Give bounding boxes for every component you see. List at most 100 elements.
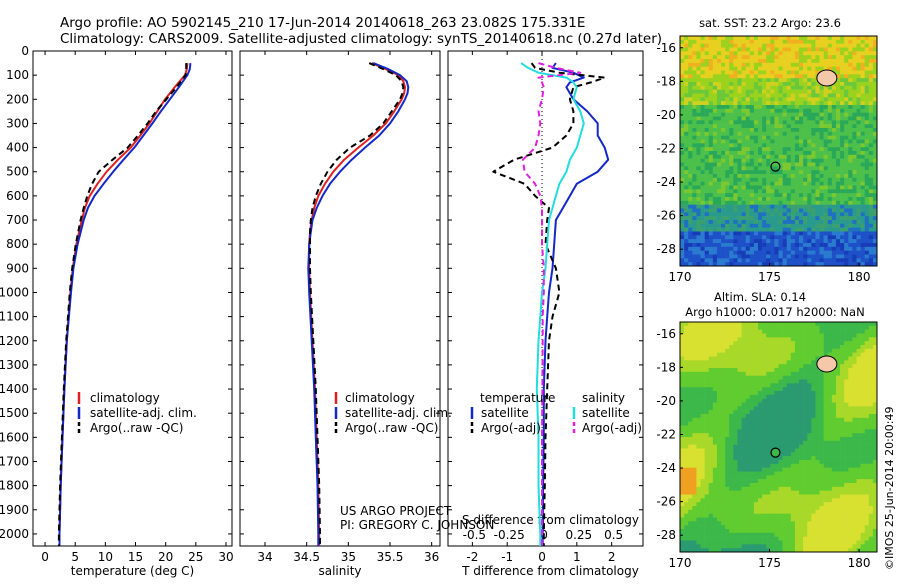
map-cell xyxy=(848,464,852,468)
map-cell xyxy=(770,59,774,63)
map-cell xyxy=(770,391,774,395)
map-cell xyxy=(721,63,725,67)
map-cell xyxy=(729,399,733,403)
map-cell xyxy=(865,94,869,98)
map-cell xyxy=(795,117,799,121)
map-cell xyxy=(680,59,684,63)
map-cell xyxy=(820,391,824,395)
map-cell xyxy=(721,209,725,213)
map-cell xyxy=(779,360,783,364)
map-cell xyxy=(779,433,783,437)
map-cell xyxy=(742,197,746,201)
map-cell xyxy=(840,353,844,357)
map-cell xyxy=(684,128,688,132)
temperature-panel: 0100200300400500600700800900100011001200… xyxy=(0,44,234,578)
map-cell xyxy=(688,117,692,121)
map-cell xyxy=(865,334,869,338)
map-cell xyxy=(721,456,725,460)
map-cell xyxy=(869,44,873,48)
map-cell xyxy=(746,235,750,239)
map-cell xyxy=(791,36,795,40)
map-cell xyxy=(680,349,684,353)
map-cell xyxy=(742,109,746,113)
map-cell xyxy=(832,399,836,403)
salinity-legend: climatology satellite-adj. clim. Argo(..… xyxy=(336,391,452,435)
map-cell xyxy=(750,117,754,121)
map-cell xyxy=(811,159,815,163)
map-cell xyxy=(750,433,754,437)
map-cell xyxy=(856,143,860,147)
map-cell xyxy=(696,140,700,144)
map-cell xyxy=(737,376,741,380)
map-cell xyxy=(832,422,836,426)
map-cell xyxy=(836,235,840,239)
map-cell xyxy=(717,255,721,259)
map-cell xyxy=(733,155,737,159)
map-cell xyxy=(680,97,684,101)
map-cell xyxy=(795,360,799,364)
map-cell xyxy=(725,82,729,86)
map-cell xyxy=(717,429,721,433)
map-cell xyxy=(783,395,787,399)
map-cell xyxy=(680,376,684,380)
map-cell xyxy=(680,360,684,364)
map-cell xyxy=(844,406,848,410)
map-cell xyxy=(742,78,746,82)
map-cell xyxy=(795,44,799,48)
map-cell xyxy=(758,78,762,82)
map-cell xyxy=(844,353,848,357)
map-cell xyxy=(737,426,741,430)
map-cell xyxy=(733,364,737,368)
map-cell xyxy=(766,147,770,151)
map-cell xyxy=(791,437,795,441)
map-cell xyxy=(856,67,860,71)
map-cell xyxy=(787,464,791,468)
map-cell xyxy=(787,90,791,94)
map-cell xyxy=(680,224,684,228)
map-cell xyxy=(750,387,754,391)
map-cell xyxy=(828,337,832,341)
map-cell xyxy=(680,132,684,136)
map-cell xyxy=(869,364,873,368)
map-cell xyxy=(762,82,766,86)
map-cell xyxy=(758,136,762,140)
map-cell xyxy=(815,235,819,239)
map-cell xyxy=(750,82,754,86)
map-cell xyxy=(692,209,696,213)
map-cell xyxy=(869,163,873,167)
map-cell xyxy=(807,232,811,236)
map-cell xyxy=(717,445,721,449)
map-cell xyxy=(696,105,700,109)
map-cell xyxy=(774,78,778,82)
map-cell xyxy=(713,155,717,159)
map-cell xyxy=(836,55,840,59)
map-cell xyxy=(803,170,807,174)
map-cell xyxy=(811,120,815,124)
map-cell xyxy=(807,71,811,75)
map-cell xyxy=(701,330,705,334)
map-cell xyxy=(688,368,692,372)
map-cell xyxy=(799,143,803,147)
map-cell xyxy=(721,247,725,251)
map-cell xyxy=(779,63,783,67)
map-cell xyxy=(856,159,860,163)
map-cell xyxy=(844,182,848,186)
map-cell xyxy=(861,40,865,44)
map-cell xyxy=(832,247,836,251)
map-cell xyxy=(795,422,799,426)
map-cell xyxy=(848,399,852,403)
map-cell xyxy=(692,178,696,182)
map-cell xyxy=(688,186,692,190)
map-cell xyxy=(840,228,844,232)
map-cell xyxy=(861,113,865,117)
map-cell xyxy=(742,395,746,399)
map-cell xyxy=(865,422,869,426)
map-cell xyxy=(721,372,725,376)
map-cell xyxy=(824,120,828,124)
map-cell xyxy=(737,464,741,468)
map-cell xyxy=(721,155,725,159)
map-cell xyxy=(803,59,807,63)
map-cell xyxy=(709,109,713,113)
map-cell xyxy=(733,353,737,357)
map-cell xyxy=(725,437,729,441)
